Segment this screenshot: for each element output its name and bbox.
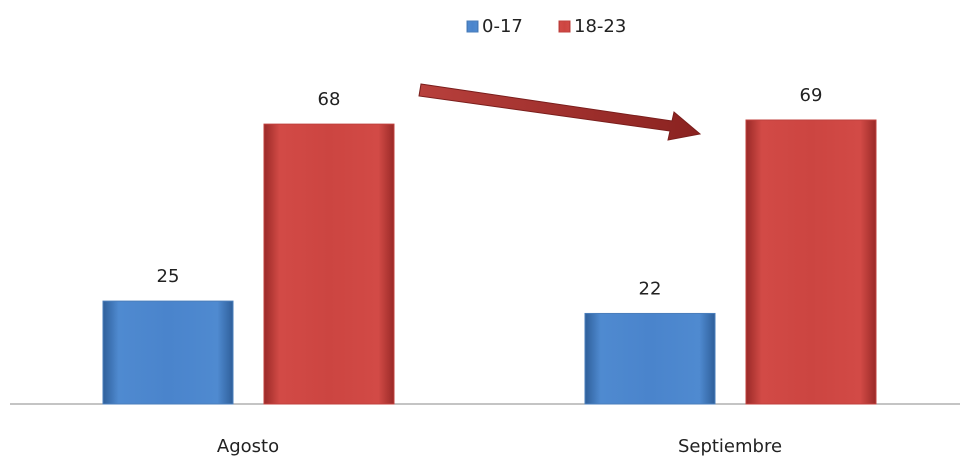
bar <box>263 123 395 405</box>
legend-swatch <box>558 20 571 33</box>
trend-arrow <box>418 83 702 141</box>
legend-swatch <box>466 20 479 33</box>
data-label: 68 <box>318 89 341 110</box>
data-label: 22 <box>639 278 662 299</box>
legend-label: 0-17 <box>482 16 523 37</box>
data-label: 69 <box>800 85 823 106</box>
x-tick-label: Septiembre <box>678 436 782 457</box>
bar <box>102 300 234 405</box>
bar <box>584 312 716 405</box>
bar <box>745 119 877 405</box>
x-tick-label: Agosto <box>217 436 279 457</box>
data-label: 25 <box>157 266 180 287</box>
legend-label: 18-23 <box>574 16 626 37</box>
